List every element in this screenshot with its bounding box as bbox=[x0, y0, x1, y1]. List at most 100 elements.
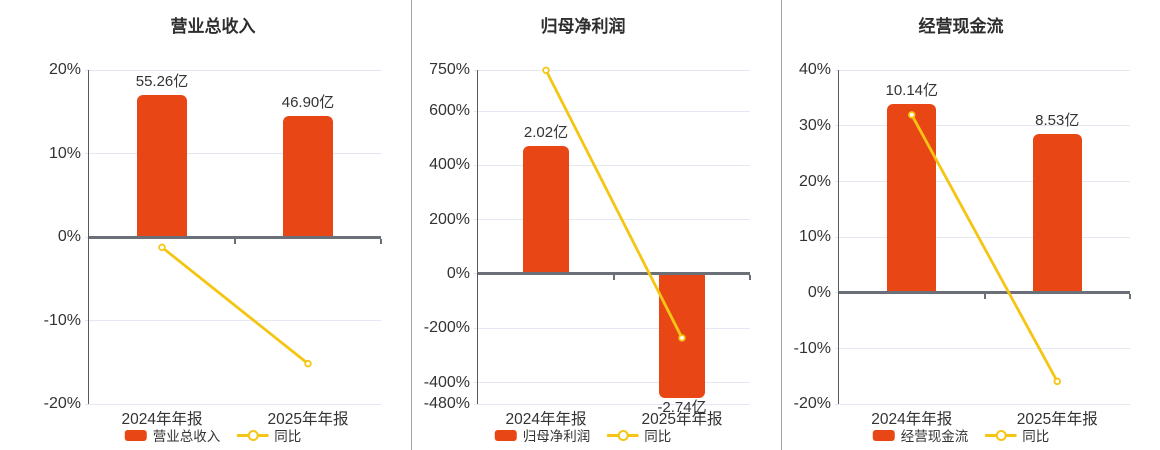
gridline bbox=[89, 320, 381, 322]
legend-line-series-label: 同比 bbox=[274, 429, 302, 444]
y-axis-tick bbox=[474, 219, 478, 221]
y-axis-label: 20% bbox=[48, 61, 81, 79]
bar-value-label: 8.53亿 bbox=[1035, 112, 1080, 130]
x-axis-label: 2025年年报 bbox=[267, 411, 349, 428]
bar-value-label: -2.74亿 bbox=[657, 399, 707, 417]
gridline bbox=[89, 69, 381, 71]
x-axis-tick bbox=[1129, 294, 1131, 300]
yoy-point-2025年年报 bbox=[678, 334, 686, 342]
yoy-line bbox=[544, 69, 684, 339]
y-axis-label: 40% bbox=[798, 61, 831, 79]
legend-line-symbol-icon bbox=[236, 429, 269, 442]
chart-title: 归母净利润 bbox=[540, 17, 626, 36]
x-axis-label: 2024年年报 bbox=[121, 411, 203, 428]
y-axis-label: -20% bbox=[43, 395, 81, 413]
gridline bbox=[839, 236, 1130, 238]
x-axis-tick bbox=[380, 238, 382, 244]
legend-bar-swatch-icon bbox=[124, 429, 147, 441]
x-axis-tick bbox=[234, 238, 236, 244]
gridline bbox=[478, 382, 750, 384]
y-axis-label: 750% bbox=[429, 61, 470, 79]
gridline bbox=[839, 125, 1130, 127]
gridline bbox=[839, 403, 1130, 405]
x-axis-label: 2024年年报 bbox=[505, 411, 587, 428]
bar-value-label: 2.02亿 bbox=[523, 124, 569, 142]
y-axis-label: -400% bbox=[423, 373, 470, 391]
y-axis-label: 20% bbox=[798, 172, 831, 190]
x-axis-zero-line bbox=[478, 272, 750, 276]
y-axis-tick bbox=[835, 348, 839, 350]
y-axis-label: 10% bbox=[798, 228, 831, 246]
gridline bbox=[478, 164, 750, 166]
yoy-point-2025年年报 bbox=[1053, 377, 1061, 386]
x-axis-tick bbox=[749, 275, 751, 281]
y-axis-label: -10% bbox=[793, 339, 831, 357]
x-axis-zero-line bbox=[89, 235, 381, 239]
legend-bar-series-label: 经营现金流 bbox=[900, 429, 969, 444]
chart-title: 经营现金流 bbox=[918, 17, 1004, 36]
y-axis-tick bbox=[474, 110, 478, 112]
y-axis-label: 0% bbox=[807, 283, 831, 301]
y-axis-tick bbox=[474, 327, 478, 329]
yoy-line bbox=[910, 114, 1059, 383]
chart-legend: 营业总收入 同比 bbox=[124, 427, 302, 444]
y-axis-tick bbox=[474, 69, 478, 71]
y-axis-label: 0% bbox=[57, 228, 81, 246]
bar-2024年年报 bbox=[523, 146, 569, 274]
y-axis-tick bbox=[85, 403, 89, 405]
bar-2024年年报 bbox=[137, 94, 187, 238]
x-axis-zero-line bbox=[839, 291, 1130, 295]
legend-line-symbol-icon bbox=[606, 429, 639, 442]
y-axis-tick bbox=[85, 153, 89, 155]
y-axis-tick bbox=[835, 125, 839, 127]
y-axis-label: 400% bbox=[429, 156, 470, 174]
y-axis-label: 200% bbox=[429, 210, 470, 228]
chart-legend: 归母净利润 同比 bbox=[494, 427, 672, 444]
bar-value-label: 10.14亿 bbox=[885, 82, 939, 100]
y-axis-tick bbox=[835, 292, 839, 294]
y-axis-label: 0% bbox=[446, 264, 470, 282]
yoy-point-2025年年报 bbox=[304, 359, 312, 368]
gridline bbox=[478, 219, 750, 221]
gridline bbox=[478, 110, 750, 112]
y-axis-tick bbox=[474, 164, 478, 166]
bar-value-label: 55.26亿 bbox=[135, 72, 189, 90]
y-axis-tick bbox=[474, 382, 478, 384]
y-axis-tick bbox=[835, 403, 839, 405]
legend-bar-swatch-icon bbox=[494, 429, 517, 441]
gridline bbox=[839, 348, 1130, 350]
x-axis-tick bbox=[983, 294, 986, 300]
bar-value-label: 46.90亿 bbox=[281, 94, 335, 112]
y-axis-tick bbox=[474, 273, 478, 275]
y-axis-tick bbox=[835, 69, 839, 71]
bar-2024年年报 bbox=[887, 104, 937, 293]
yoy-point-2024年年报 bbox=[908, 111, 916, 119]
legend-line-series-label: 同比 bbox=[644, 429, 672, 444]
y-axis-tick bbox=[85, 320, 89, 322]
chart-legend: 经营现金流 同比 bbox=[872, 427, 1050, 444]
bar-2025年年报 bbox=[1032, 134, 1082, 293]
legend-line-symbol-icon bbox=[984, 429, 1017, 442]
yoy-line bbox=[161, 246, 309, 365]
y-axis-label: -10% bbox=[43, 311, 81, 329]
legend-bar-swatch-icon bbox=[872, 429, 895, 441]
y-axis-label: -200% bbox=[423, 319, 470, 337]
y-axis-line bbox=[477, 70, 478, 405]
legend-line-series-label: 同比 bbox=[1022, 429, 1050, 444]
legend-bar-series-label: 归母净利润 bbox=[522, 429, 591, 444]
gridline bbox=[89, 153, 381, 155]
y-axis-tick bbox=[835, 236, 839, 238]
x-axis-label: 2025年年报 bbox=[641, 411, 723, 428]
bar-2025年年报 bbox=[283, 116, 333, 238]
y-axis-label: 30% bbox=[798, 116, 831, 134]
panel-divider-2 bbox=[780, 0, 783, 450]
bar-2025年年报 bbox=[659, 273, 705, 399]
yoy-point-2024年年报 bbox=[158, 243, 166, 252]
y-axis-line bbox=[88, 70, 89, 405]
gridline bbox=[478, 403, 750, 405]
gridline bbox=[89, 403, 381, 405]
